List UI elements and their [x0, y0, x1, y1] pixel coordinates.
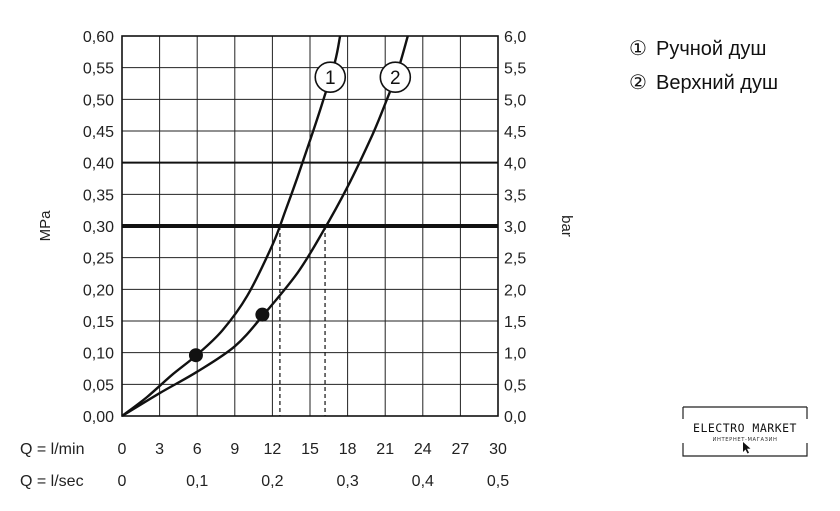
- legend-item-1: ① Ручной душ: [628, 32, 778, 66]
- x-tick-label-lmin-2: 6: [193, 441, 202, 458]
- x-tick-label-lmin-1: 3: [155, 441, 164, 458]
- legend: ① Ручной душ ② Верхний душ: [628, 32, 778, 100]
- left-tick-label-6: 0,30: [83, 219, 114, 236]
- x-tick-label-lmin-9: 27: [452, 441, 470, 458]
- left-tick-label-5: 0,25: [83, 251, 114, 268]
- right-tick-label-6: 3,0: [504, 219, 526, 236]
- x-tick-label-lmin-6: 18: [339, 441, 357, 458]
- x-tick-label-lmin-10: 30: [489, 441, 507, 458]
- x-tick-label-lmin-0: 0: [118, 441, 127, 458]
- reference-lines: [122, 161, 498, 228]
- x-tick-label-lsec-2: 0,2: [261, 473, 283, 490]
- right-axis-label: bar: [558, 215, 575, 237]
- dashed-drop-lines: [279, 226, 326, 416]
- x-tick-label-lmin-3: 9: [230, 441, 239, 458]
- series-id-label-1: 1: [325, 68, 336, 89]
- legend-marker-2: ②: [629, 72, 647, 94]
- cursor-icon: [743, 442, 751, 454]
- left-tick-label-10: 0,50: [83, 92, 114, 109]
- series-id-circle-1: [314, 61, 347, 93]
- right-tick-label-9: 4,5: [504, 124, 526, 141]
- x-tick-label-lsec-4: 0,4: [412, 473, 434, 490]
- left-axis-label: MPa: [37, 210, 54, 242]
- x-tick-label-lmin-8: 24: [414, 441, 432, 458]
- x-axis-label-lsec: Q = l/sec: [20, 473, 84, 490]
- logo-sub-text: ИНТЕРНЕТ-МАГАЗИН: [712, 437, 777, 443]
- legend-label-1: Ручной душ: [656, 38, 767, 60]
- right-tick-label-3: 1,5: [504, 314, 526, 331]
- series-marker-dot-2: [255, 307, 270, 322]
- legend-item-2: ② Верхний душ: [628, 66, 778, 100]
- left-tick-label-8: 0,40: [83, 156, 114, 173]
- left-tick-label-7: 0,35: [83, 187, 114, 204]
- series-line-1: [121, 35, 342, 417]
- x-tick-label-lmin-4: 12: [264, 441, 282, 458]
- series-marker-dot-1: [188, 348, 203, 363]
- left-tick-label-12: 0,60: [83, 29, 114, 46]
- plot-frame: [121, 35, 499, 417]
- series-id-circle-2: [379, 61, 412, 93]
- x-tick-label-lsec-1: 0,1: [186, 473, 208, 490]
- right-tick-label-12: 6,0: [504, 29, 526, 46]
- x-tick-label-lsec-5: 0,5: [487, 473, 509, 490]
- x-axis-label-lmin: Q = l/min: [20, 441, 84, 458]
- right-tick-label-1: 0,5: [504, 377, 526, 394]
- left-tick-label-11: 0,55: [83, 61, 114, 78]
- left-tick-label-2: 0,10: [83, 346, 114, 363]
- right-tick-label-8: 4,0: [504, 156, 526, 173]
- right-tick-label-0: 0,0: [504, 409, 526, 426]
- right-tick-label-11: 5,5: [504, 61, 526, 78]
- logo-main-text: ELECTRO MARKET: [693, 421, 797, 435]
- x-tick-label-lsec-3: 0,3: [336, 473, 358, 490]
- plot-border: [121, 35, 499, 417]
- legend-marker-1: ①: [629, 38, 647, 60]
- axis-labels: 0,000,050,100,150,200,250,300,350,400,45…: [20, 29, 575, 490]
- right-tick-label-10: 5,0: [504, 92, 526, 109]
- right-tick-label-4: 2,0: [504, 282, 526, 299]
- right-tick-label-5: 2,5: [504, 251, 526, 268]
- x-tick-label-lmin-5: 15: [301, 441, 319, 458]
- left-tick-label-0: 0,00: [83, 409, 114, 426]
- legend-label-2: Верхний душ: [656, 72, 779, 94]
- left-tick-label-9: 0,45: [83, 124, 114, 141]
- left-tick-label-4: 0,20: [83, 282, 114, 299]
- left-tick-label-3: 0,15: [83, 314, 114, 331]
- series-id-label-2: 2: [390, 68, 401, 89]
- right-tick-label-7: 3,5: [504, 187, 526, 204]
- x-tick-label-lsec-0: 0: [118, 473, 127, 490]
- left-tick-label-1: 0,05: [83, 377, 114, 394]
- series-line-2: [121, 35, 409, 418]
- right-tick-label-2: 1,0: [504, 346, 526, 363]
- electro-market-logo: ELECTRO MARKET ИНТЕРНЕТ-МАГАЗИН: [682, 406, 808, 457]
- x-tick-label-lmin-7: 21: [376, 441, 394, 458]
